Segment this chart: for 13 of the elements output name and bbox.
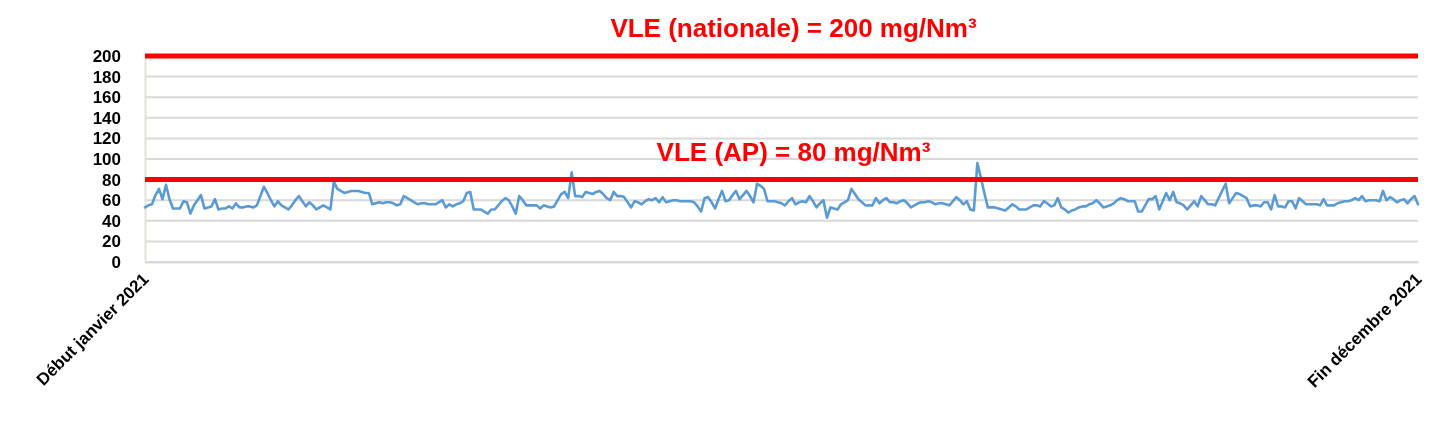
y-tick-label: 20 [102,232,121,252]
y-tick-label: 200 [92,46,121,66]
y-tick-label: 100 [92,149,121,169]
y-tick-label: 120 [92,129,121,149]
y-tick-label: 60 [102,191,121,211]
y-tick-label: 40 [102,211,121,231]
y-tick-label: 180 [92,67,121,87]
ref-line-label: VLE (nationale) = 200 mg/Nm³ [610,13,977,43]
y-tick-label: 80 [102,170,121,190]
ref-line-label: VLE (AP) = 80 mg/Nm³ [656,136,931,167]
y-tick-label: 140 [92,108,121,128]
y-tick-label: 160 [92,88,121,108]
y-tick-label: 0 [111,252,121,272]
